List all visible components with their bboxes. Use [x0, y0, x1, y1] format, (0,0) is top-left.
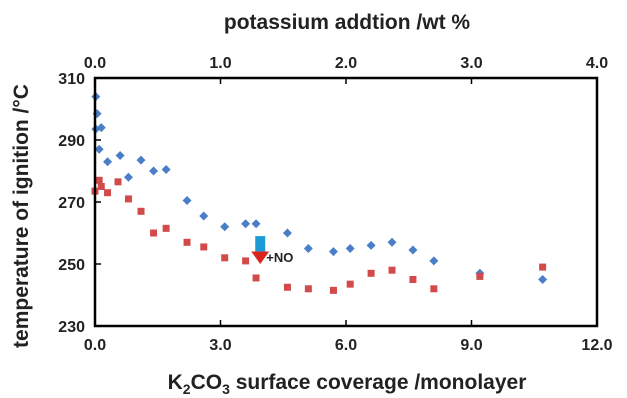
series-0-point [408, 245, 418, 255]
series-1-point [221, 254, 229, 262]
series-0-point [103, 157, 113, 167]
series-0-point [96, 123, 106, 133]
x-bottom-tick-label: 9.0 [460, 337, 482, 354]
series-0-point [328, 247, 338, 257]
series-1-point [304, 285, 312, 293]
series-1-point [97, 183, 105, 190]
data-marks [91, 92, 548, 294]
series-0-point [94, 144, 104, 154]
axis-ticks [94, 77, 598, 327]
y-tick-label: 250 [58, 257, 85, 274]
series-0-point [429, 256, 439, 266]
series-0-point [538, 275, 548, 284]
bottom-x-axis-title: K2CO3 surface coverage /monolayer [168, 371, 527, 397]
series-1-point [329, 286, 337, 294]
series-1-point [183, 238, 191, 246]
series-0-point [182, 195, 192, 205]
series-0-point [387, 237, 397, 247]
series-1-point [200, 243, 208, 251]
series-0-point [136, 155, 146, 165]
series-0-point [161, 164, 171, 174]
series-1-point [104, 189, 112, 197]
x-top-tick-label: 2.0 [335, 55, 357, 72]
no-arrow-shaft [255, 236, 266, 252]
series-1-point [346, 280, 354, 288]
x-bottom-tick-label: 0.0 [84, 337, 106, 354]
series-0-point [115, 151, 125, 160]
series-0-point [149, 166, 159, 176]
no-annotation-label: +NO [266, 250, 293, 265]
series-1-point [162, 224, 170, 232]
x-bottom-tick-label: 12.0 [581, 337, 612, 354]
annotations: +NO [251, 236, 293, 265]
y-tick-label: 230 [58, 319, 85, 336]
series-1-point [150, 229, 158, 237]
plot-frame [93, 76, 599, 328]
xlabel-part-sub2: 2 [183, 381, 191, 397]
no-arrow-head [251, 251, 270, 264]
series-1-point [124, 195, 132, 203]
series-1-point [409, 276, 417, 283]
series-0-point [303, 244, 313, 253]
y-tick-label: 310 [58, 71, 85, 88]
top-x-axis-title: potassium addtion /wt % [224, 11, 471, 34]
xlabel-part-k: K [168, 371, 183, 394]
series-0-point [251, 219, 261, 229]
series-0-point [366, 240, 376, 250]
x-top-tick-label: 4.0 [586, 55, 608, 72]
y-axis-title-text: temperature of ignition /°C [10, 84, 33, 348]
series-0-point [282, 228, 292, 238]
xlabel-part-sub3: 3 [222, 381, 230, 397]
series-1-point [137, 207, 145, 215]
xlabel-part-rest: surface coverage /monolayer [230, 371, 526, 394]
y-tick-label: 270 [58, 195, 85, 212]
x-top-tick-label: 0.0 [84, 55, 106, 72]
top-x-axis-title-text: potassium addtion /wt % [224, 11, 471, 34]
y-axis-title: temperature of ignition /°C [10, 84, 33, 348]
series-1-point [367, 269, 375, 277]
xlabel-part-co: CO [191, 371, 223, 394]
x-bottom-tick-label: 3.0 [209, 337, 231, 354]
series-1-point [95, 176, 103, 184]
series-1-point [388, 266, 396, 274]
series-0-point [123, 172, 133, 182]
series-0-point [199, 211, 209, 221]
series-1-point [114, 178, 122, 186]
series-1-point [242, 257, 250, 265]
y-tick-label: 290 [58, 133, 85, 150]
series-1-point [476, 272, 484, 280]
series-1-point [252, 274, 260, 282]
x-top-tick-label: 3.0 [460, 55, 482, 72]
series-1-point [430, 285, 438, 293]
series-0-point [241, 219, 251, 229]
series-1-point [539, 263, 547, 271]
x-bottom-tick-label: 6.0 [335, 337, 357, 354]
tick-labels: 0.0 3.0 6.0 9.0 12.0 0.0 1.0 2.0 3.0 4.0 230 250 270… [58, 55, 612, 354]
series-0-point [345, 244, 355, 253]
series-1-point [283, 283, 291, 291]
series-0-point [220, 222, 230, 232]
x-top-tick-label: 1.0 [209, 55, 231, 72]
